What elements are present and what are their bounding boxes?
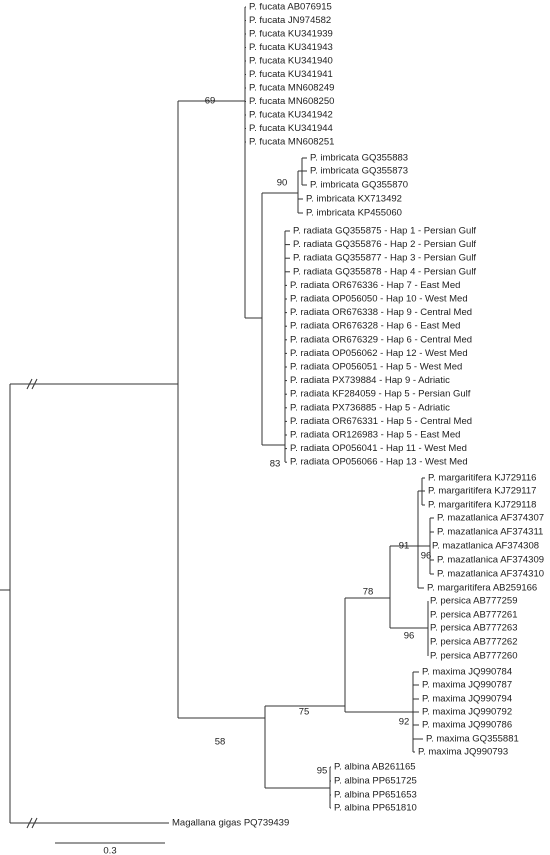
leaf-label: P. radiata OP056066 - Hap 13 - West Med <box>290 457 468 468</box>
leaf-label: P. radiata OR676338 - Hap 9 - Central Me… <box>290 307 472 318</box>
leaf-label: P. radiata OP056051 - Hap 5 - West Med <box>290 362 462 373</box>
leaf-label: P. maxima JQ990793 <box>418 747 508 758</box>
bootstrap-value: 58 <box>215 737 226 748</box>
leaf-label: P. maxima JQ990786 <box>422 720 512 731</box>
leaf-label: P. radiata PX739884 - Hap 9 - Adriatic <box>290 375 450 386</box>
leaf-label: P. maxima JQ990794 <box>422 694 512 705</box>
bootstrap-value: 69 <box>205 96 216 107</box>
leaf-label: P. radiata OR676329 - Hap 6 - Central Me… <box>290 334 472 345</box>
leaf-label: P. radiata PX736885 - Hap 5 - Adriatic <box>290 402 450 413</box>
leaf-label: P. radiata OP056062 - Hap 12 - West Med <box>290 348 468 359</box>
leaf-label: P. fucata KU341940 <box>249 56 333 67</box>
bootstrap-value: 78 <box>363 587 374 598</box>
leaf-label: P. imbricata GQ355870 <box>310 180 408 191</box>
leaf-label: P. albina AB261165 <box>334 762 416 773</box>
leaf-label: P. albina PP651810 <box>334 803 417 814</box>
leaf-label: P. albina PP651725 <box>334 776 417 787</box>
leaf-label: P. fucata JN974582 <box>249 15 331 26</box>
leaf-label: P. albina PP651653 <box>334 790 417 801</box>
leaf-label: P. fucata KU341944 <box>249 123 333 134</box>
leaf-label: P. persica AB777263 <box>430 623 518 634</box>
leaf-label: P. radiata GQ355878 - Hap 4 - Persian Gu… <box>293 266 476 277</box>
leaf-label: P. imbricata KX713492 <box>306 194 402 205</box>
leaf-label: P. fucata MN608251 <box>249 137 334 148</box>
leaf-label: P. radiata OP056050 - Hap 10 - West Med <box>290 294 468 305</box>
bootstrap-value: 91 <box>399 541 410 552</box>
leaf-label: Magallana gigas PQ739439 <box>172 818 289 829</box>
leaf-label: P. radiata OR676331 - Hap 5 - Central Me… <box>290 416 472 427</box>
bootstrap-value: 83 <box>270 459 281 470</box>
leaf-label: P. radiata OR676336 - Hap 7 - East Med <box>290 280 460 291</box>
leaf-label: P. radiata GQ355876 - Hap 2 - Persian Gu… <box>293 239 476 250</box>
leaf-label: P. persica AB777262 <box>430 637 518 648</box>
leaf-label: P. imbricata GQ355883 <box>310 153 408 164</box>
leaf-label: P. radiata OR126983 - Hap 5 - East Med <box>290 430 460 441</box>
leaf-label: P. radiata OR676328 - Hap 6 - East Med <box>290 321 460 332</box>
leaf-label: P. imbricata GQ355873 <box>310 166 408 177</box>
leaf-label: P. maxima JQ990787 <box>422 680 512 691</box>
bootstrap-value: 92 <box>399 717 410 728</box>
leaf-label: P. maxima JQ990784 <box>422 667 512 678</box>
leaf-label: P. radiata OP056041 - Hap 11 - West Med <box>290 443 467 454</box>
bootstrap-value: 95 <box>317 766 328 777</box>
bootstrap-value: 96 <box>404 631 415 642</box>
leaf-label: P. fucata KU341943 <box>249 42 333 53</box>
leaf-label: P. radiata KF284059 - Hap 5 - Persian Gu… <box>290 389 471 400</box>
bootstrap-value: 96 <box>421 551 432 562</box>
leaf-label: P. mazatlanica AF374311 <box>437 527 543 538</box>
leaf-label: P. maxima JQ990792 <box>422 707 512 718</box>
scale-bar-label: 0.3 <box>103 846 116 855</box>
leaf-label: P. mazatlanica AF374308 <box>432 541 539 552</box>
leaf-label: P. persica AB777259 <box>430 596 518 607</box>
leaf-label: P. mazatlanica AF374307 <box>437 513 544 524</box>
leaf-label: P. margaritifera KJ729117 <box>428 486 536 497</box>
bootstrap-value: 75 <box>299 707 310 718</box>
leaf-label: P. mazatlanica AF374310 <box>437 569 544 580</box>
leaf-label: P. persica AB777260 <box>430 651 518 662</box>
leaf-label: P. fucata KU341942 <box>249 110 333 121</box>
leaf-label: P. fucata KU341941 <box>249 69 333 80</box>
leaf-label: P. fucata MN608249 <box>249 83 334 94</box>
leaf-label: P. radiata GQ355875 - Hap 1 - Persian Gu… <box>293 226 476 237</box>
leaf-label: P. imbricata KP455060 <box>306 208 402 219</box>
leaf-label: P. persica AB777261 <box>430 610 518 621</box>
leaf-label: P. mazatlanica AF374309 <box>437 555 544 566</box>
leaf-label: P. maxima GQ355881 <box>426 734 519 745</box>
leaf-label: P. fucata AB076915 <box>249 2 332 13</box>
leaf-label: P. margaritifera KJ729116 <box>428 473 536 484</box>
leaf-label: P. radiata GQ355877 - Hap 3 - Persian Gu… <box>293 253 476 264</box>
leaf-label: P. margaritifera AB259166 <box>427 583 537 594</box>
leaf-label: P. fucata KU341939 <box>249 29 333 40</box>
leaf-label: P. margaritifera KJ729118 <box>428 500 536 511</box>
branch-break <box>26 378 38 829</box>
leaf-label: P. fucata MN608250 <box>249 96 334 107</box>
bootstrap-value: 90 <box>277 178 288 189</box>
